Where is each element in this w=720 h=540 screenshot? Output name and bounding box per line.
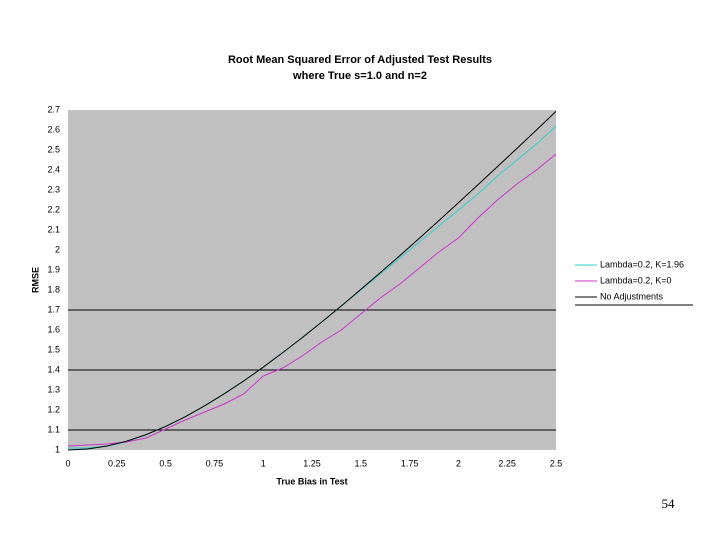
y-tick-label: 2.6 xyxy=(47,124,60,134)
page-number: 54 xyxy=(662,496,676,511)
y-tick-label: 1.9 xyxy=(47,264,60,274)
x-tick-label: 1 xyxy=(261,458,266,468)
legend-label: Lambda=0.2, K=1.96 xyxy=(600,259,684,269)
y-tick-label: 1.2 xyxy=(47,404,60,414)
y-tick-label: 1.8 xyxy=(47,284,60,294)
x-tick-label: 0.5 xyxy=(159,458,172,468)
x-tick-label: 2 xyxy=(456,458,461,468)
legend-label: Lambda=0.2, K=0 xyxy=(600,275,672,285)
y-tick-label: 2.1 xyxy=(47,224,60,234)
y-tick-label: 2.5 xyxy=(47,144,60,154)
series-line xyxy=(67,111,557,451)
plot-area xyxy=(68,110,556,450)
y-tick-label: 1.4 xyxy=(47,364,60,374)
y-tick-label: 2.4 xyxy=(47,164,60,174)
x-tick-label: 0.75 xyxy=(206,458,224,468)
y-tick-label: 2.3 xyxy=(47,184,60,194)
x-tick-label: 2.5 xyxy=(550,458,563,468)
series-line xyxy=(67,153,557,447)
y-tick-label: 2.2 xyxy=(47,204,60,214)
x-tick-label: 0.25 xyxy=(108,458,126,468)
y-tick-label: 2.7 xyxy=(47,104,60,114)
chart-title: Root Mean Squared Error of Adjusted Test… xyxy=(228,54,492,66)
x-tick-label: 1.5 xyxy=(355,458,368,468)
y-tick-label: 1.3 xyxy=(47,384,60,394)
y-tick-label: 2 xyxy=(55,244,60,254)
x-tick-label: 1.25 xyxy=(303,458,321,468)
chart-subtitle: where True s=1.0 and n=2 xyxy=(292,70,427,82)
x-tick-label: 0 xyxy=(65,458,70,468)
y-axis-label: RMSE xyxy=(30,267,40,293)
y-tick-label: 1.1 xyxy=(47,424,60,434)
y-tick-label: 1.5 xyxy=(47,344,60,354)
y-tick-label: 1.7 xyxy=(47,304,60,314)
x-tick-label: 2.25 xyxy=(498,458,516,468)
y-tick-label: 1 xyxy=(55,444,60,454)
legend-label: No Adjustments xyxy=(600,291,664,301)
y-tick-label: 1.6 xyxy=(47,324,60,334)
x-tick-label: 1.75 xyxy=(401,458,419,468)
x-axis-label: True Bias in Test xyxy=(276,476,347,486)
